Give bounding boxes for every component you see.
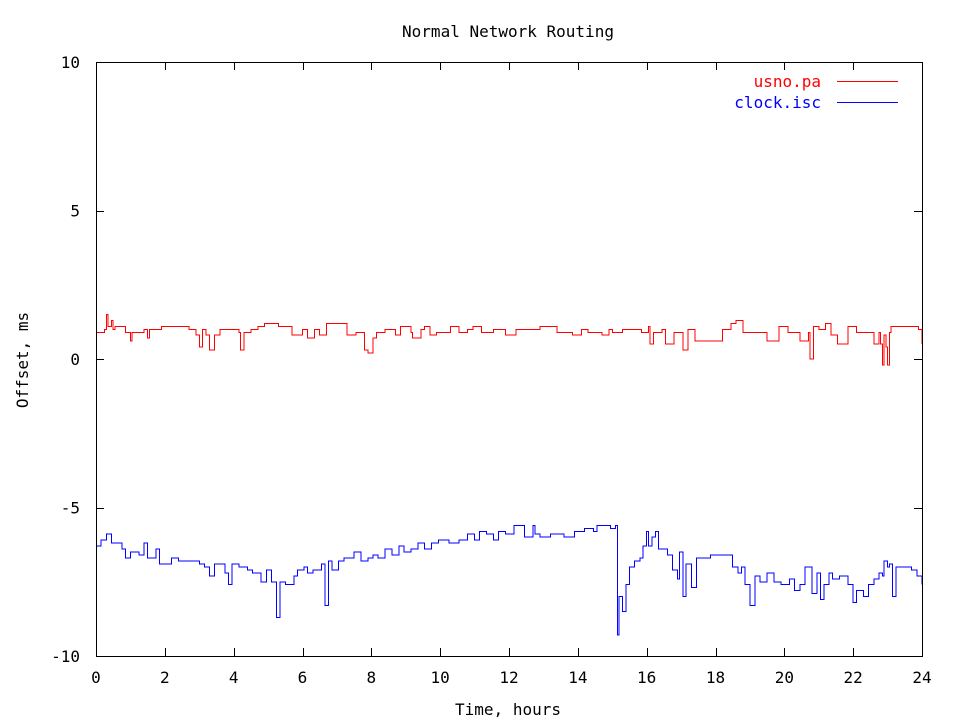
- x-tick-label: 24: [912, 668, 931, 687]
- legend-label: usno.pa: [754, 72, 821, 91]
- y-axis-label: Offset, ms: [13, 312, 32, 408]
- x-tick-label: 18: [706, 668, 725, 687]
- x-tick-label: 6: [298, 668, 308, 687]
- y-tick-label: 10: [61, 53, 80, 72]
- legend-label: clock.isc: [734, 93, 821, 112]
- chart-title: Normal Network Routing: [402, 22, 614, 41]
- x-axis-label: Time, hours: [455, 700, 561, 719]
- x-tick-label: 8: [367, 668, 377, 687]
- x-tick-label: 20: [775, 668, 794, 687]
- y-tick-label: 5: [70, 202, 80, 221]
- legend: usno.pa clock.isc: [734, 72, 898, 112]
- y-tick-label: -5: [61, 499, 80, 518]
- x-tick-label: 4: [229, 668, 239, 687]
- x-tick-label: 0: [91, 668, 101, 687]
- x-tick-label: 10: [431, 668, 450, 687]
- x-tick-label: 2: [160, 668, 170, 687]
- series-line-clock-isc: [96, 524, 923, 636]
- plot-frame: [96, 62, 923, 657]
- y-tick-label: 0: [70, 350, 80, 369]
- x-tick-label: 16: [637, 668, 656, 687]
- y-tick-label: -10: [51, 647, 80, 666]
- x-tick-label: 22: [844, 668, 863, 687]
- x-tick-label: 14: [568, 668, 587, 687]
- series-line-usno-pa: [96, 314, 923, 366]
- x-tick-label: 12: [499, 668, 518, 687]
- series-layer: [96, 314, 923, 636]
